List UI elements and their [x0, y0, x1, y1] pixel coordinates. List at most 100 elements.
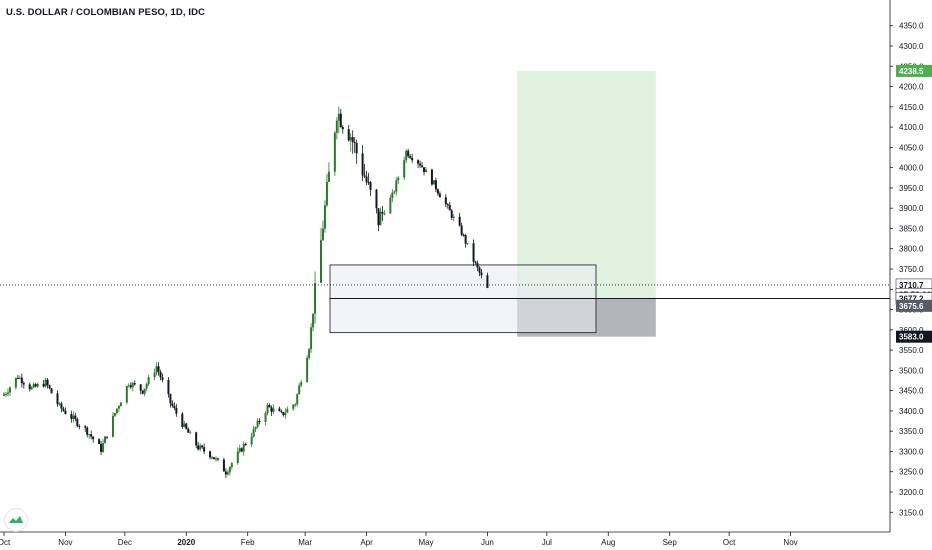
stop-price-tag-bg: [896, 330, 932, 343]
x-tick-label: Feb: [241, 538, 255, 547]
candle-body: [6, 392, 9, 394]
candle-body: [425, 169, 427, 173]
candle-body: [236, 451, 239, 464]
candle-body: [411, 157, 414, 161]
candle-body: [4, 393, 7, 395]
candle-body: [125, 385, 128, 403]
candle-body: [341, 126, 344, 130]
candle-body: [238, 448, 241, 452]
x-tick-label: Aug: [601, 538, 615, 547]
candle-body: [143, 388, 146, 394]
candle-body: [361, 153, 364, 176]
candle-body: [407, 150, 410, 157]
x-tick-label: Nov: [783, 538, 797, 547]
candle-body: [337, 113, 340, 121]
candle-body: [292, 404, 295, 409]
candle-body: [28, 384, 31, 390]
candle-body: [209, 451, 212, 458]
candle-body: [450, 210, 453, 218]
candle-body: [486, 275, 489, 288]
y-tick-label: 3300.0: [899, 447, 924, 456]
candle-body: [393, 191, 396, 193]
candle-body: [32, 384, 35, 388]
candle-body: [264, 413, 267, 422]
stop-price-tag[interactable]: 3583.0: [896, 330, 932, 343]
candle-body: [296, 394, 299, 405]
candle-body: [462, 234, 465, 236]
candle-body: [240, 448, 243, 452]
y-tick-label: 3350.0: [899, 427, 924, 436]
candle-body: [444, 197, 447, 205]
candle-body: [452, 216, 455, 218]
x-tick-label: Dec: [118, 538, 132, 547]
candle-body: [242, 444, 245, 452]
y-tick-label: 3550.0: [899, 346, 924, 355]
candle-body: [306, 357, 309, 383]
candle-body: [46, 379, 49, 386]
y-tick-label: 4350.0: [899, 22, 924, 31]
candle-body: [113, 412, 116, 416]
target-price-tag-bg: [896, 64, 932, 77]
candle-body: [216, 458, 219, 460]
y-tick-label: 3450.0: [899, 387, 924, 396]
candle-body: [312, 313, 315, 328]
candlestick-series: [3, 106, 489, 479]
candle-body: [36, 384, 39, 387]
candle-body: [325, 181, 328, 206]
candle-body: [42, 384, 45, 387]
target-zone[interactable]: [517, 70, 656, 299]
y-tick-label: 4000.0: [899, 164, 924, 173]
candle-body: [268, 405, 271, 408]
candle-body: [353, 141, 356, 143]
candle-body: [76, 418, 79, 426]
candle-body: [286, 408, 289, 413]
candle-body: [395, 180, 398, 192]
y-tick-label: 3200.0: [899, 488, 924, 497]
secondary-price-tag[interactable]: 3675.6: [896, 299, 932, 312]
y-tick-label: 3900.0: [899, 204, 924, 213]
x-tick-label: Mar: [298, 538, 312, 547]
candle-body: [62, 408, 65, 411]
y-tick-label: 3950.0: [899, 184, 924, 193]
candle-body: [391, 192, 394, 199]
price-axis[interactable]: [890, 0, 932, 550]
candle-body: [115, 408, 118, 413]
candle-body: [298, 385, 301, 395]
candle-body: [86, 427, 89, 435]
candle-body: [409, 156, 412, 158]
candle-body: [347, 129, 350, 141]
candle-body: [458, 216, 461, 226]
candle-body: [448, 204, 451, 211]
candle-body: [173, 405, 176, 408]
candle-body: [327, 171, 330, 182]
candle-body: [189, 432, 192, 434]
x-tick-label: Nov: [58, 538, 72, 547]
candle-body: [175, 407, 178, 414]
target-price-tag[interactable]: 4238.5: [896, 64, 932, 77]
candle-body: [369, 182, 372, 190]
candle-body: [167, 379, 170, 395]
candle-body: [199, 445, 202, 450]
y-tick-label: 3800.0: [899, 245, 924, 254]
candle-body: [155, 366, 158, 373]
candle-body: [161, 377, 164, 380]
tradingview-logo-icon[interactable]: [5, 509, 27, 531]
x-tick-label: Apr: [360, 538, 373, 547]
candle-body: [432, 180, 435, 185]
candle-body: [446, 204, 449, 206]
candle-body: [88, 434, 91, 436]
candle-body: [377, 208, 380, 226]
candle-body: [72, 415, 75, 419]
candle-body: [363, 175, 366, 177]
target-price-tag-text: 4238.5: [899, 67, 924, 76]
candle-body: [460, 225, 463, 235]
candle-body: [201, 445, 204, 448]
candle-body: [100, 443, 103, 452]
y-tick-label: 3750.0: [899, 265, 924, 274]
candle-body: [365, 176, 368, 183]
y-tick-label: 4300.0: [899, 42, 924, 51]
candle-body: [310, 327, 313, 350]
candle-body: [147, 377, 150, 385]
candle-body: [181, 413, 184, 427]
